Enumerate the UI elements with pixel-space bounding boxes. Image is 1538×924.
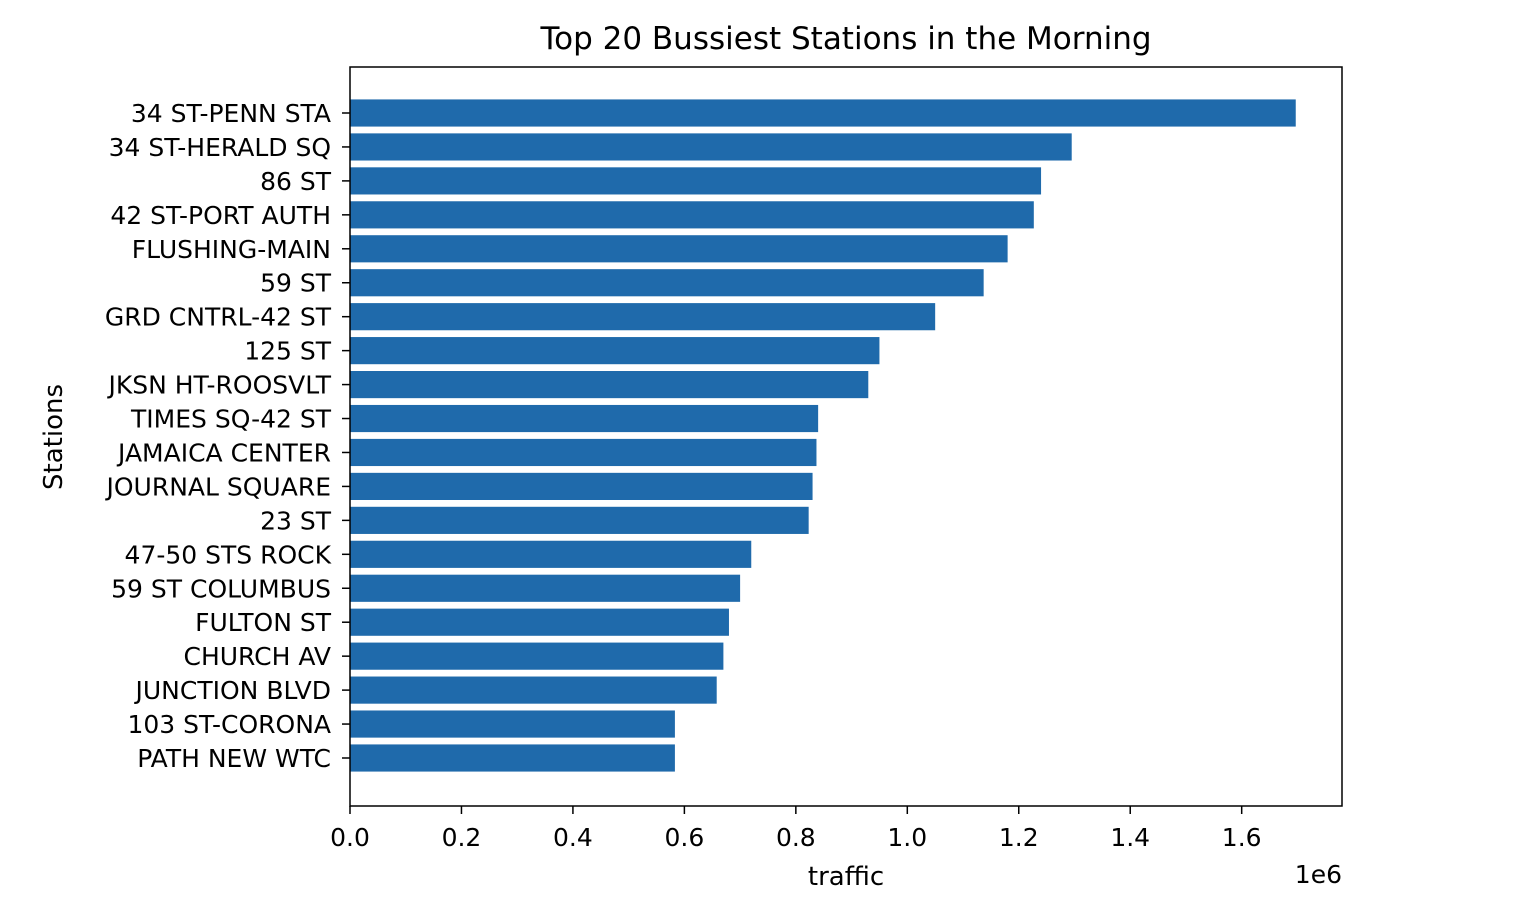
bar [350,337,880,365]
x-tick-label: 1.2 [999,823,1039,852]
bar [350,133,1072,161]
x-axis-label: traffic [808,862,884,892]
bar [350,269,984,297]
y-tick-label: FULTON ST [195,608,332,637]
x-axis-ticks: 0.0 0.2 0.4 0.6 0.8 1.0 1.2 1.4 1.6 [330,806,1262,852]
bar [350,438,817,467]
y-tick-label: JAMAICA CENTER [116,438,331,467]
y-tick-label: CHURCH AV [184,642,332,671]
y-tick-label: PATH NEW WTC [137,744,331,773]
x-tick-label: 0.0 [330,823,370,852]
bar [350,642,724,670]
bar [350,676,717,704]
x-tick-label: 0.2 [442,823,482,852]
y-tick-label: 86 ST [260,167,332,196]
y-tick-label: 42 ST-PORT AUTH [110,201,331,230]
bar [350,574,741,602]
x-axis-scale-label: 1e6 [1295,860,1342,889]
bar [350,608,729,636]
bar [350,371,869,399]
y-axis-label: Stations [39,384,69,490]
x-tick-label: 1.4 [1110,823,1150,852]
x-tick-label: 0.8 [776,823,816,852]
bar [350,744,675,772]
chart-title: Top 20 Bussiest Stations in the Morning [539,21,1151,57]
bar [350,201,1034,229]
bar [350,235,1008,263]
bar [350,472,813,500]
bar [350,99,1296,127]
bar [350,540,752,568]
y-tick-label: 34 ST-HERALD SQ [109,133,331,162]
bar [350,303,936,331]
x-tick-label: 0.4 [553,823,593,852]
bar [350,167,1042,195]
y-tick-label: 59 ST [260,269,332,298]
y-tick-label: JUNCTION BLVD [134,676,331,705]
y-tick-label: GRD CNTRL-42 ST [105,303,332,332]
y-tick-label: 59 ST COLUMBUS [111,574,331,603]
bar [350,506,809,534]
y-tick-label: TIMES SQ-42 ST [130,405,332,434]
bar [350,404,819,433]
bars-group [350,99,1296,772]
y-tick-label: 34 ST-PENN STA [131,99,331,128]
bar [350,710,675,738]
y-tick-label: 125 ST [244,337,332,366]
y-tick-label: 103 ST-CORONA [127,710,331,739]
y-tick-label: JKSN HT-ROOSVLT [106,371,331,400]
y-tick-label: 23 ST [260,506,332,535]
x-tick-label: 1.0 [887,823,927,852]
y-axis-ticks: 34 ST-PENN STA 34 ST-HERALD SQ 86 ST 42 ST-… [104,99,350,773]
y-tick-label: JOURNAL SQUARE [104,472,331,501]
x-tick-label: 0.6 [664,823,704,852]
y-tick-label: FLUSHING-MAIN [132,235,331,264]
plot-frame [349,66,1343,807]
y-tick-label: 47-50 STS ROCK [125,540,332,569]
x-tick-label: 1.6 [1222,823,1262,852]
